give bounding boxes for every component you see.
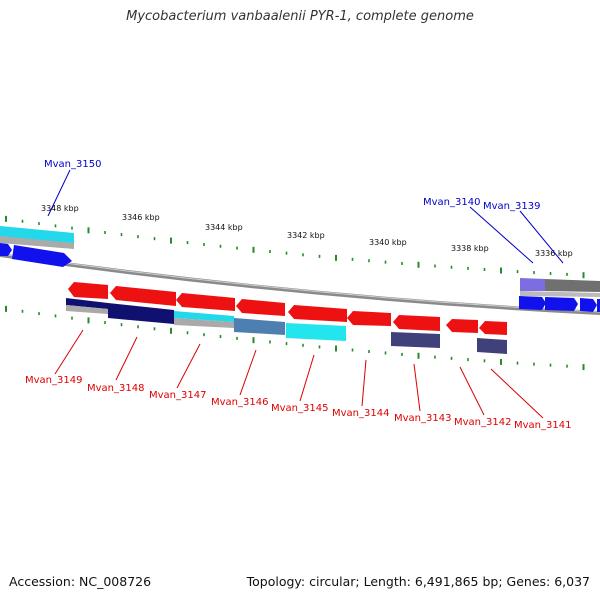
leader-line bbox=[361, 359, 367, 407]
gene-feature[interactable] bbox=[174, 311, 234, 322]
forward-label-leaders bbox=[47, 169, 564, 264]
scale-label-3342: 3342 kbp bbox=[287, 231, 325, 240]
leader-line bbox=[239, 349, 257, 396]
inner-scale-ticks bbox=[5, 305, 585, 371]
gene-feature[interactable] bbox=[174, 318, 234, 328]
gene-feature[interactable] bbox=[176, 293, 235, 311]
gene-feature[interactable] bbox=[391, 332, 440, 348]
leader-line bbox=[54, 329, 84, 375]
gene-feature[interactable] bbox=[597, 299, 600, 312]
gene-feature[interactable] bbox=[393, 315, 440, 331]
scale-label-3344: 3344 kbp bbox=[205, 223, 243, 232]
scale-label-3348: 3348 kbp bbox=[41, 204, 79, 213]
reverse-strand-genes bbox=[66, 282, 507, 354]
gene-label-mvan-3144[interactable]: Mvan_3144 bbox=[332, 408, 389, 419]
reverse-label-leaders bbox=[54, 329, 544, 419]
gene-feature[interactable] bbox=[234, 318, 285, 335]
gene-label-mvan-3139[interactable]: Mvan_3139 bbox=[483, 201, 540, 212]
gene-label-mvan-3148[interactable]: Mvan_3148 bbox=[87, 383, 144, 394]
gene-label-mvan-3141[interactable]: Mvan_3141 bbox=[514, 420, 571, 431]
gene-feature[interactable] bbox=[0, 243, 12, 256]
leader-line bbox=[469, 206, 534, 264]
forward-gene-labels: Mvan_3150 Mvan_3140 Mvan_3139 bbox=[44, 159, 540, 212]
topology-text: Topology: circular; Length: 6,491,865 bp… bbox=[246, 574, 590, 589]
gene-label-mvan-3140[interactable]: Mvan_3140 bbox=[423, 197, 480, 208]
scale-label-3338: 3338 kbp bbox=[451, 244, 489, 253]
gene-label-mvan-3143[interactable]: Mvan_3143 bbox=[394, 413, 451, 424]
gene-feature[interactable] bbox=[477, 338, 507, 354]
gene-feature[interactable] bbox=[479, 321, 507, 335]
gene-feature[interactable] bbox=[286, 323, 346, 341]
scale-label-3340: 3340 kbp bbox=[369, 238, 407, 247]
leader-line bbox=[47, 169, 71, 217]
gene-feature[interactable] bbox=[0, 236, 74, 249]
gene-feature[interactable] bbox=[12, 245, 72, 267]
leader-line bbox=[413, 363, 421, 412]
gene-feature[interactable] bbox=[110, 286, 176, 306]
gene-label-mvan-3142[interactable]: Mvan_3142 bbox=[454, 417, 511, 428]
genome-backbone bbox=[0, 253, 600, 315]
scale-label-3346: 3346 kbp bbox=[122, 213, 160, 222]
gene-feature[interactable] bbox=[66, 298, 108, 309]
gene-feature[interactable] bbox=[520, 291, 600, 297]
leader-line bbox=[519, 210, 564, 264]
leader-line bbox=[459, 366, 485, 416]
outer-scale-ticks bbox=[5, 215, 585, 279]
gene-label-mvan-3146[interactable]: Mvan_3146 bbox=[211, 397, 268, 408]
gene-feature[interactable] bbox=[545, 297, 578, 311]
gene-feature[interactable] bbox=[545, 279, 600, 292]
gene-feature[interactable] bbox=[288, 305, 347, 322]
gene-feature[interactable] bbox=[446, 319, 478, 333]
gene-feature[interactable] bbox=[580, 298, 597, 312]
scale-labels: 3348 kbp 3346 kbp 3344 kbp 3342 kbp 3340… bbox=[41, 204, 573, 258]
gene-label-mvan-3149[interactable]: Mvan_3149 bbox=[25, 375, 82, 386]
leader-line bbox=[115, 336, 138, 381]
gene-label-mvan-3150[interactable]: Mvan_3150 bbox=[44, 159, 101, 170]
gene-feature[interactable] bbox=[66, 305, 108, 314]
map-title: Mycobacterium vanbaalenii PYR-1, complet… bbox=[126, 9, 474, 24]
leader-line bbox=[299, 354, 315, 402]
forward-strand-genes bbox=[0, 226, 600, 312]
gene-label-mvan-3147[interactable]: Mvan_3147 bbox=[149, 390, 206, 401]
accession-text: Accession: NC_008726 bbox=[9, 574, 152, 589]
gene-feature[interactable] bbox=[68, 282, 108, 299]
genome-backbone-highlight bbox=[0, 253, 600, 313]
gene-label-mvan-3145[interactable]: Mvan_3145 bbox=[271, 403, 328, 414]
leader-line bbox=[490, 368, 544, 419]
reverse-gene-labels: Mvan_3149 Mvan_3148 Mvan_3147 Mvan_3146 … bbox=[25, 375, 571, 431]
gene-feature[interactable] bbox=[347, 311, 391, 326]
gene-feature[interactable] bbox=[108, 303, 174, 324]
gene-feature[interactable] bbox=[519, 296, 546, 310]
gene-feature[interactable] bbox=[236, 299, 285, 316]
scale-label-3336: 3336 kbp bbox=[535, 249, 573, 258]
gene-feature[interactable] bbox=[520, 278, 545, 291]
leader-line bbox=[176, 343, 201, 389]
